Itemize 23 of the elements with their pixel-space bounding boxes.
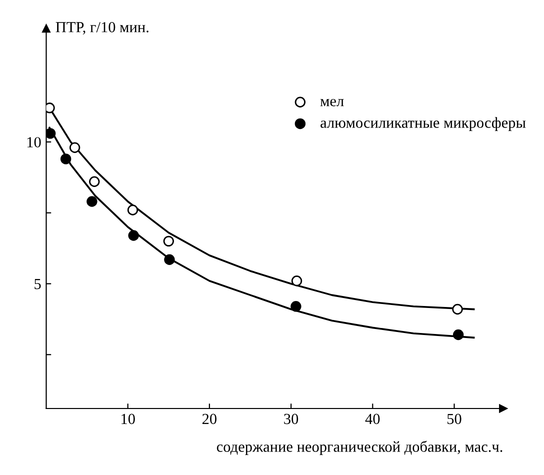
x-tick-label: 10 bbox=[122, 414, 135, 424]
point bbox=[89, 176, 100, 187]
point bbox=[127, 204, 138, 216]
x-axis-title: содержание неорганической добавки, мас.ч. bbox=[216, 440, 502, 455]
point bbox=[452, 304, 463, 315]
legend-label: алюмосиликатные микросферы bbox=[320, 117, 526, 131]
point bbox=[290, 301, 302, 312]
point bbox=[46, 128, 56, 139]
point bbox=[128, 230, 139, 241]
x-tick-label: 30 bbox=[284, 414, 298, 424]
x-tick-label: 40 bbox=[365, 414, 380, 424]
point bbox=[164, 254, 175, 265]
point bbox=[86, 196, 98, 207]
point bbox=[452, 329, 464, 340]
point bbox=[60, 154, 72, 164]
point bbox=[291, 276, 302, 286]
x-tick-label: 20 bbox=[202, 414, 216, 424]
legend-label: мел bbox=[320, 98, 344, 106]
y-tick-label: 5 bbox=[34, 279, 41, 290]
x-tick-label: 50 bbox=[447, 414, 462, 424]
point bbox=[163, 236, 174, 247]
y-axis-title: ПТР, г/10 мин. bbox=[56, 22, 148, 35]
point bbox=[69, 142, 80, 153]
